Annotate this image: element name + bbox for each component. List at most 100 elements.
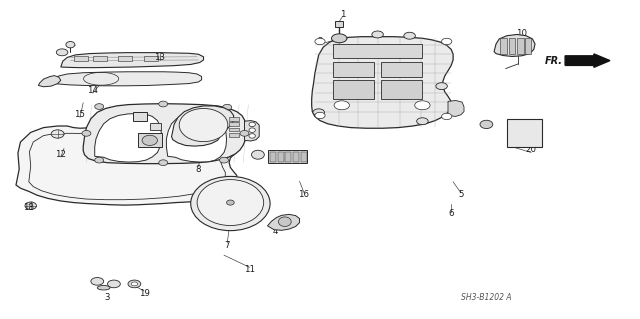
Ellipse shape xyxy=(372,31,383,38)
Ellipse shape xyxy=(315,112,325,119)
Ellipse shape xyxy=(131,282,138,286)
Bar xyxy=(268,150,307,163)
Ellipse shape xyxy=(315,38,325,45)
Polygon shape xyxy=(312,37,453,128)
Text: 18: 18 xyxy=(23,203,35,212)
Ellipse shape xyxy=(223,104,232,110)
Text: 17: 17 xyxy=(138,125,150,134)
Ellipse shape xyxy=(91,278,104,285)
Bar xyxy=(138,133,162,147)
Ellipse shape xyxy=(128,280,141,288)
Polygon shape xyxy=(448,100,464,116)
Text: 20: 20 xyxy=(525,145,537,154)
Bar xyxy=(150,123,161,130)
Ellipse shape xyxy=(249,134,255,138)
Ellipse shape xyxy=(82,130,91,136)
Ellipse shape xyxy=(66,41,75,48)
Ellipse shape xyxy=(436,83,447,90)
Ellipse shape xyxy=(197,180,264,226)
Ellipse shape xyxy=(240,130,249,136)
Text: F: F xyxy=(197,128,200,133)
Ellipse shape xyxy=(142,135,157,145)
Ellipse shape xyxy=(159,160,168,166)
Ellipse shape xyxy=(252,150,264,159)
Text: 14: 14 xyxy=(87,86,99,95)
Ellipse shape xyxy=(249,128,255,132)
Text: 2: 2 xyxy=(317,37,323,46)
Ellipse shape xyxy=(108,280,120,288)
Bar xyxy=(229,117,239,121)
Bar xyxy=(133,112,147,121)
Text: 1: 1 xyxy=(340,10,345,19)
Ellipse shape xyxy=(334,101,349,110)
FancyArrow shape xyxy=(565,54,610,67)
Ellipse shape xyxy=(97,286,110,290)
Bar xyxy=(285,152,291,162)
Ellipse shape xyxy=(227,200,234,205)
Ellipse shape xyxy=(51,130,64,138)
Ellipse shape xyxy=(220,157,228,163)
Ellipse shape xyxy=(313,109,324,116)
Text: 9: 9 xyxy=(135,149,140,158)
Polygon shape xyxy=(166,114,227,162)
Bar xyxy=(381,80,422,99)
Text: 19: 19 xyxy=(139,289,149,298)
Bar xyxy=(229,122,239,126)
Text: 5: 5 xyxy=(458,190,463,199)
Bar xyxy=(333,62,374,77)
Bar xyxy=(229,128,239,131)
Bar xyxy=(525,38,531,54)
Polygon shape xyxy=(244,121,259,141)
Bar xyxy=(335,21,343,27)
Bar xyxy=(507,119,542,147)
Ellipse shape xyxy=(56,49,68,56)
Text: 3: 3 xyxy=(105,293,110,302)
Bar xyxy=(381,62,422,77)
Text: 15: 15 xyxy=(74,110,86,119)
Bar xyxy=(333,80,374,99)
Polygon shape xyxy=(172,106,234,146)
Text: SH3-B1202 A: SH3-B1202 A xyxy=(461,293,512,302)
Text: E: E xyxy=(208,128,212,133)
Bar xyxy=(500,38,507,54)
Polygon shape xyxy=(268,214,300,230)
Text: 16: 16 xyxy=(298,190,310,199)
Polygon shape xyxy=(83,104,246,164)
Polygon shape xyxy=(16,126,242,205)
Ellipse shape xyxy=(442,113,452,120)
Bar xyxy=(93,56,107,61)
Text: 12: 12 xyxy=(55,150,67,159)
Text: FR.: FR. xyxy=(545,56,563,66)
Ellipse shape xyxy=(95,157,104,163)
Polygon shape xyxy=(494,34,535,56)
Polygon shape xyxy=(38,76,61,87)
Ellipse shape xyxy=(159,101,168,107)
Ellipse shape xyxy=(191,176,270,231)
Text: 7: 7 xyxy=(225,241,230,250)
Polygon shape xyxy=(52,72,202,86)
Ellipse shape xyxy=(278,217,291,226)
Ellipse shape xyxy=(442,38,452,45)
Bar xyxy=(144,56,158,61)
Ellipse shape xyxy=(332,34,347,43)
Bar xyxy=(517,38,524,54)
Text: 6: 6 xyxy=(449,209,454,218)
Polygon shape xyxy=(95,114,161,162)
Ellipse shape xyxy=(25,202,36,210)
Bar xyxy=(509,38,515,54)
Ellipse shape xyxy=(417,118,428,125)
Ellipse shape xyxy=(480,120,493,129)
Bar xyxy=(118,56,132,61)
Text: 11: 11 xyxy=(244,265,255,274)
Ellipse shape xyxy=(179,108,228,142)
Bar xyxy=(74,56,88,61)
Bar xyxy=(301,152,307,162)
Ellipse shape xyxy=(95,104,104,109)
Ellipse shape xyxy=(415,101,430,110)
Bar xyxy=(229,133,239,137)
Ellipse shape xyxy=(249,122,255,127)
Text: 8: 8 xyxy=(196,165,201,174)
Polygon shape xyxy=(61,53,204,68)
Bar xyxy=(333,44,422,58)
Bar xyxy=(293,152,299,162)
